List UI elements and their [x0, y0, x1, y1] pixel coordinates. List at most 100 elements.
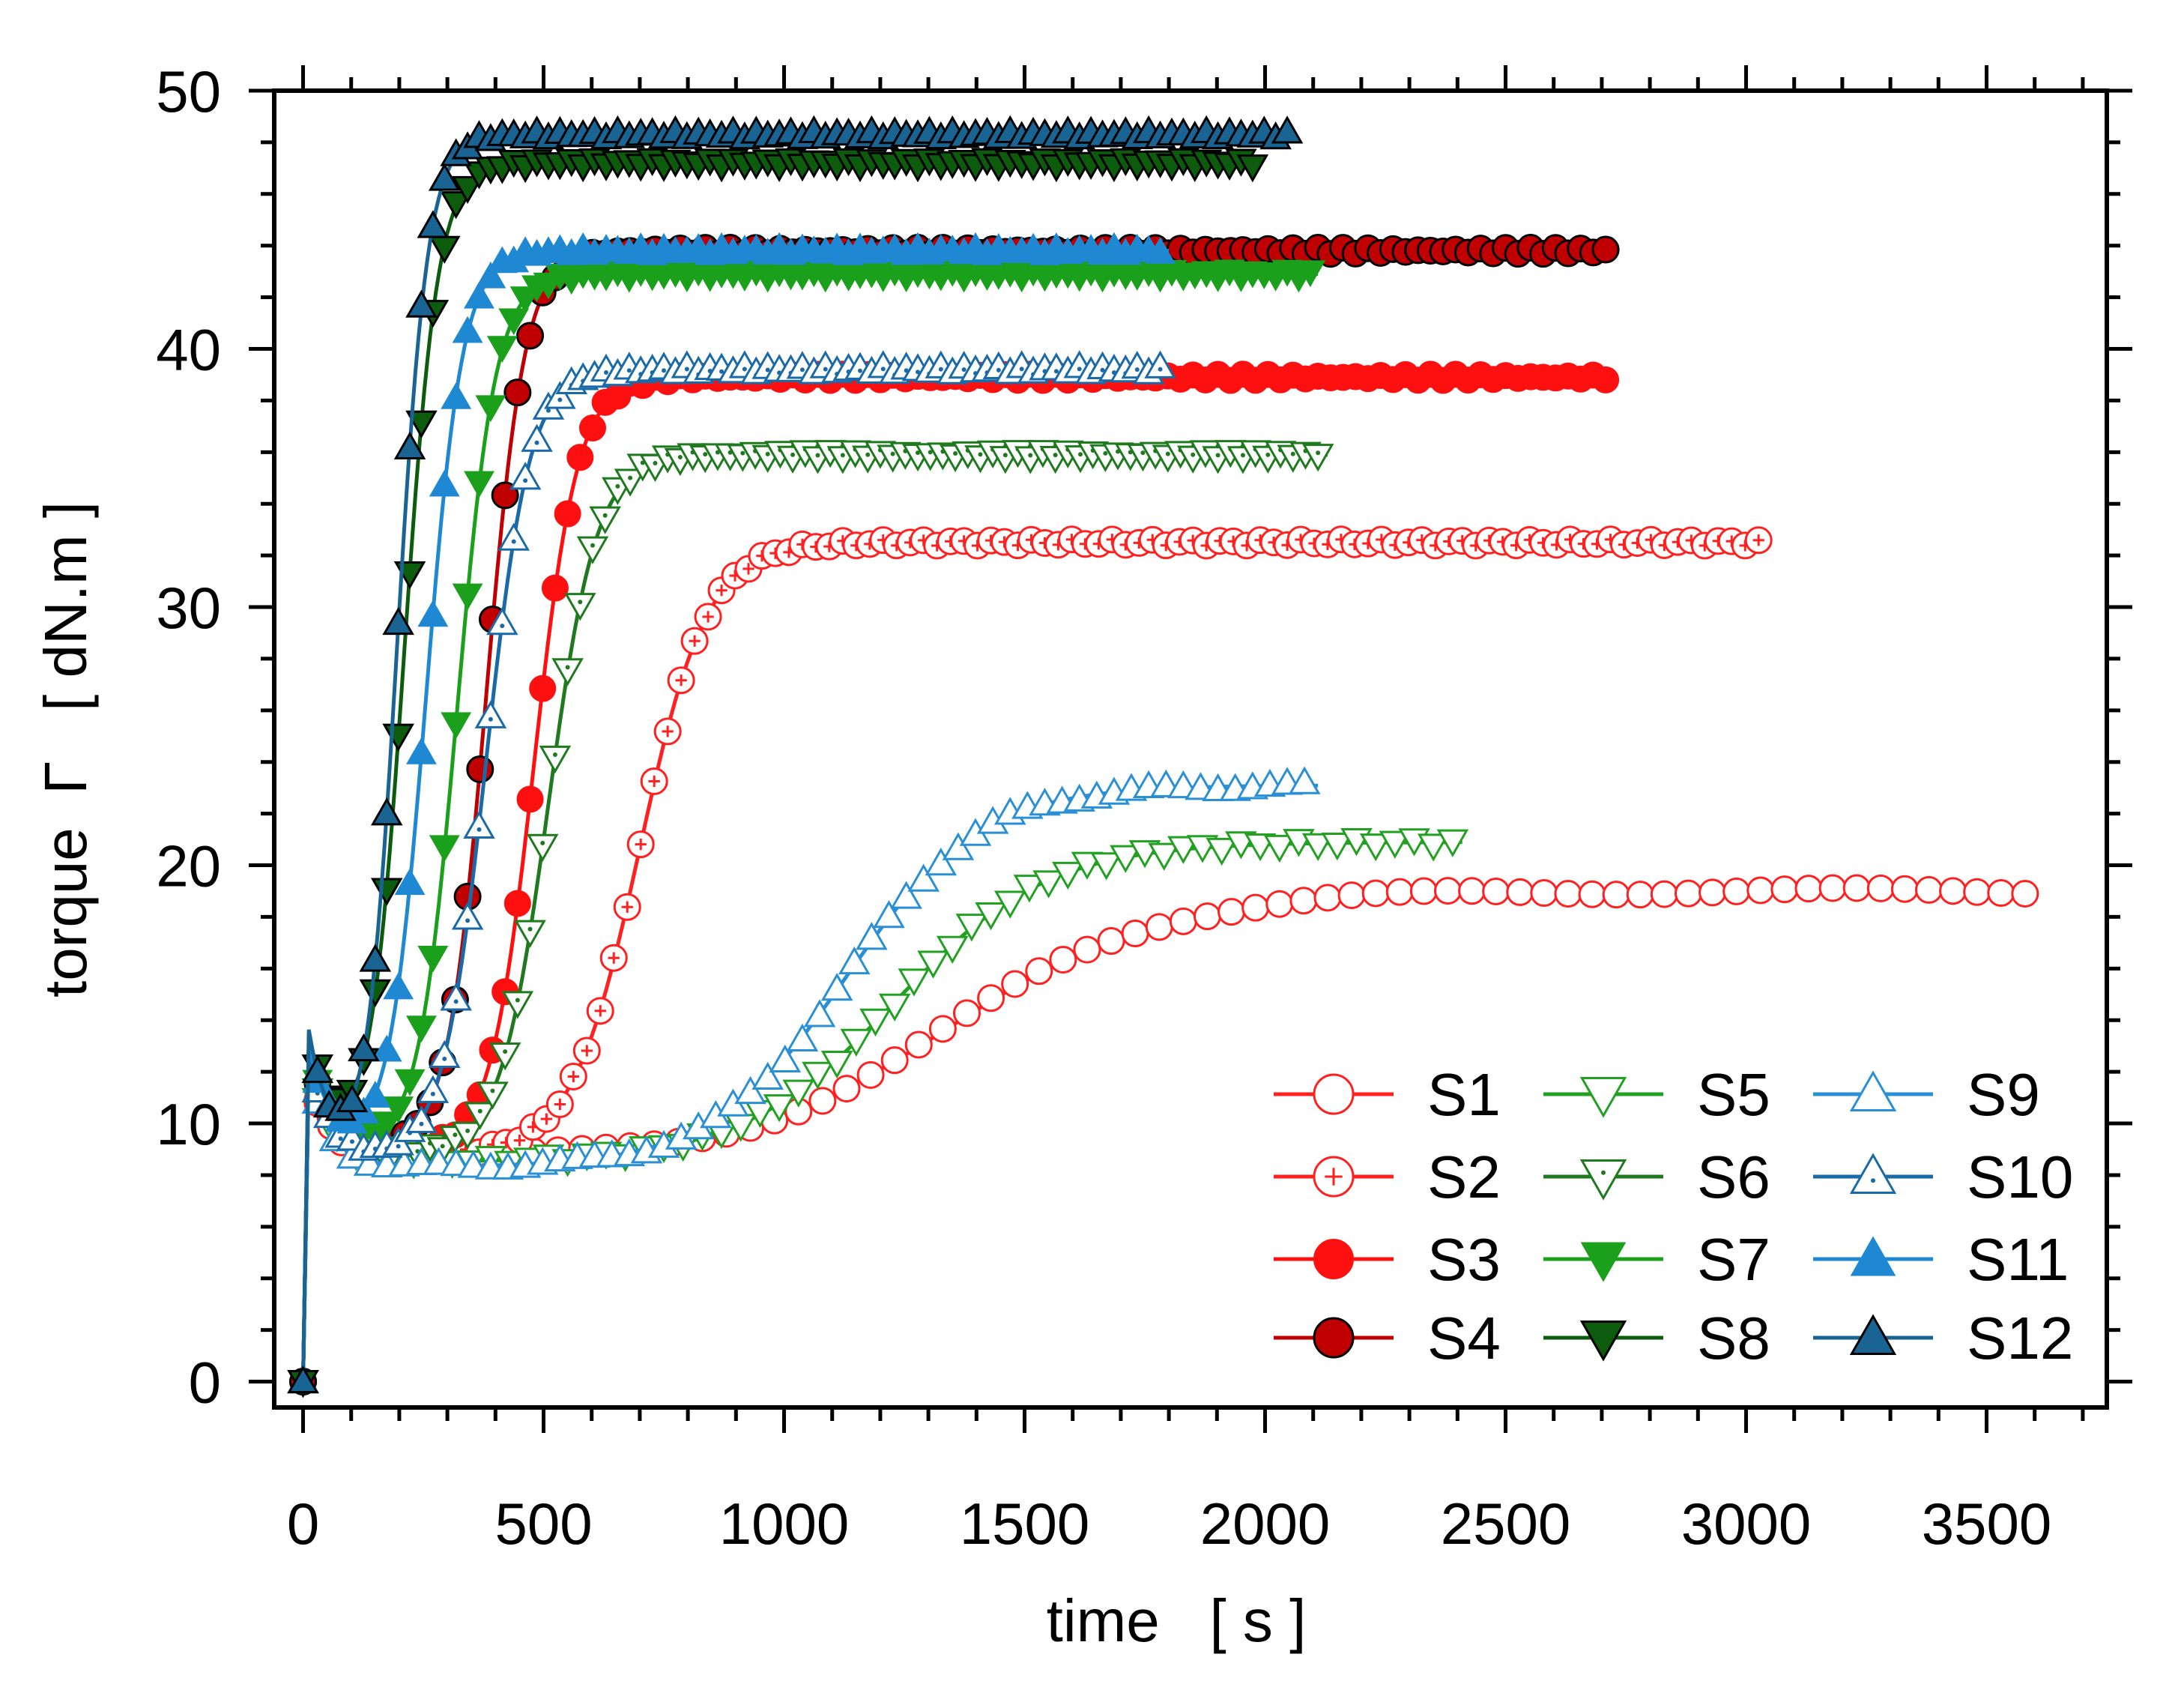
legend-label: S8 [1697, 1305, 1770, 1371]
s10-marker [463, 810, 495, 839]
y-tick-label: 30 [156, 575, 221, 641]
s11-marker [371, 1034, 402, 1062]
s1-marker [1554, 880, 1582, 908]
x-tick-label: 0 [287, 1491, 319, 1557]
s5-marker [1436, 829, 1469, 857]
legend-item-s7: S7 [1543, 1226, 1770, 1293]
plot-frame [272, 88, 2109, 1410]
s10-marker [428, 1039, 461, 1069]
s1-marker [1650, 880, 1678, 908]
legend-item-s4: S4 [1274, 1305, 1501, 1371]
s3-marker [566, 444, 594, 471]
s10-marker-dot [488, 716, 493, 722]
y-tick-label: 50 [156, 58, 221, 124]
s8-marker [1579, 1321, 1627, 1362]
s6-marker-dot [677, 455, 683, 460]
s6-marker [501, 991, 534, 1019]
s12-marker [348, 1033, 380, 1062]
s1-marker [1313, 1073, 1355, 1115]
s11-marker [464, 281, 494, 309]
s10-marker-dot [534, 440, 539, 445]
s8-marker [428, 235, 461, 265]
s1-marker [1289, 887, 1318, 915]
s1-marker [1265, 890, 1294, 918]
s1-marker [1385, 878, 1414, 906]
s1-marker [1121, 920, 1149, 948]
s1-marker [1818, 874, 1847, 902]
s3-marker [1313, 1239, 1354, 1279]
legend-label: S2 [1427, 1144, 1501, 1210]
s8-marker [382, 723, 414, 752]
legend-item-s2: S2 [1274, 1144, 1501, 1210]
s5-marker [955, 914, 988, 942]
s9-marker [942, 832, 975, 860]
s10-marker-dot [419, 1121, 424, 1126]
x-axis-title: time [ s ] [1047, 1587, 1307, 1654]
s9-marker [925, 847, 958, 876]
s10-marker-dot [557, 397, 563, 402]
s1-marker [1025, 957, 1053, 986]
s11-marker [360, 1081, 391, 1108]
s10-marker-dot [996, 367, 1001, 372]
s1-marker [1770, 875, 1799, 904]
s5-marker [1052, 861, 1084, 890]
series-s9 [287, 766, 1321, 1394]
legend: S1 S2 S3 S4 S5 S6 S7 S8 S9 S10 S11 S12 [1274, 1061, 2073, 1371]
s10-marker-dot [338, 1136, 343, 1141]
s10-marker-dot [430, 1091, 435, 1096]
s6-marker-dot [540, 840, 545, 845]
s8-marker [1236, 154, 1269, 183]
s9-marker [1288, 766, 1321, 794]
s1-marker [904, 1030, 933, 1059]
s5-marker [1071, 851, 1104, 880]
s9-marker [873, 899, 905, 929]
s1-marker [952, 999, 981, 1027]
legend-label: S1 [1427, 1061, 1501, 1128]
s10-marker-dot [396, 1144, 401, 1149]
s7-marker [498, 308, 530, 336]
s1-marker [1145, 913, 1173, 941]
s1-marker [1722, 877, 1751, 905]
s12-marker [359, 944, 392, 972]
s4-line [301, 249, 1617, 1382]
legend-label: S12 [1967, 1305, 2073, 1371]
x-tick-label: 1500 [960, 1491, 1090, 1557]
s12-marker [370, 797, 403, 826]
s1-marker [1217, 898, 1246, 926]
s6-marker-dot [1140, 450, 1146, 456]
legend-item-s10: S10 [1813, 1144, 2073, 1210]
s7-marker [394, 1069, 426, 1096]
s5-marker [878, 993, 911, 1021]
s10-marker [417, 1075, 450, 1103]
s1-marker [928, 1015, 957, 1043]
s1-marker [1699, 878, 1727, 907]
s1-marker [1193, 902, 1221, 931]
s8-marker [440, 191, 472, 220]
s5-marker [802, 1061, 834, 1090]
s7-marker [441, 712, 472, 740]
s5-marker [1013, 875, 1046, 903]
s12-marker [301, 1054, 334, 1084]
s9-marker [820, 973, 853, 1001]
s8-marker [359, 979, 392, 1008]
s5-marker [1359, 833, 1392, 862]
s11-marker [1145, 237, 1176, 264]
s10-marker [440, 983, 472, 1011]
s1-marker [1169, 907, 1197, 935]
s1-marker [1746, 876, 1775, 905]
legend-item-s11: S11 [1813, 1226, 2069, 1293]
s10-marker-dot [603, 369, 608, 375]
s10-marker-dot [765, 367, 770, 372]
s7-marker [371, 1111, 402, 1138]
s6-marker [551, 658, 584, 686]
s9-marker [838, 946, 871, 975]
s11-marker [1850, 1236, 1896, 1276]
s3-marker [516, 785, 544, 813]
s5-marker [1579, 1077, 1627, 1118]
s1-marker [1433, 877, 1462, 905]
s1-marker [1313, 884, 1342, 912]
legend-label: S5 [1697, 1061, 1770, 1128]
s6-marker-dot [1053, 453, 1058, 458]
s5-marker [1301, 833, 1334, 861]
s6-marker-dot [628, 475, 633, 480]
